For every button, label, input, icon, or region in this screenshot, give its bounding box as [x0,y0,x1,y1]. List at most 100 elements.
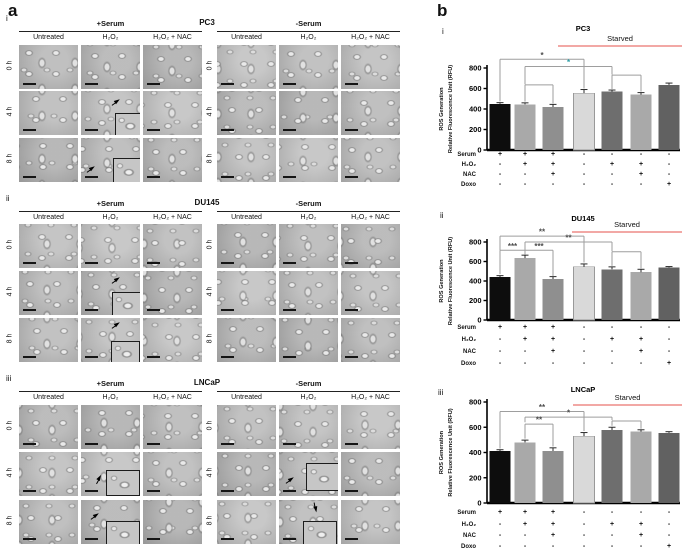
scale-bar [283,176,296,178]
treatment-sign: - [668,348,671,355]
significance-stars: ** [539,228,546,237]
micrograph-tile [279,138,338,182]
scale-bar [221,309,234,311]
scale-bar [85,490,98,492]
treatment-sign: + [523,521,527,528]
micrograph-tile [143,271,202,315]
treatment-sign: - [583,521,586,528]
micrograph-tile [279,45,338,89]
time-row-label: 0 h [6,239,14,250]
micrograph-tile [143,500,202,544]
treatment-sign: - [499,336,502,343]
treatment-sign: - [499,161,502,168]
bar-serum [489,277,511,320]
treatment-row-label: Serum [457,510,476,516]
treatment-column-header: H₂O₂ + NAC [351,214,390,221]
treatment-sign: - [611,532,614,539]
significance-stars: * [540,51,544,60]
micrograph-tile [19,91,78,135]
inset-box [111,292,140,315]
time-row-label: 8 h [206,515,214,526]
treatment-sign: - [611,181,614,188]
micrograph-tile [217,405,276,449]
micrograph-tile [19,138,78,182]
treatment-sign: + [551,509,555,516]
treatment-sign: + [551,171,555,178]
serum-group-underline [217,211,400,212]
treatment-sign: + [639,348,643,355]
treatment-sign: - [524,348,527,355]
micrograph-tile [341,271,400,315]
bar-starved-doxo [658,267,680,320]
scale-bar [345,309,358,311]
time-row-label: 4 h [6,286,14,297]
y-tick-label: 800 [469,398,482,407]
arrow-icon [110,276,121,286]
micrograph-tile [217,91,276,135]
micrograph-tile [217,318,276,362]
bar-serum [489,103,511,150]
inset-box [115,113,140,135]
treatment-sign: - [552,543,555,550]
treatment-column-header: H₂O₂ [102,394,119,401]
chart-title: DU145 [571,214,594,223]
treatment-row-label: H₂O₂ [462,162,477,168]
scale-bar [221,538,234,540]
scale-bar [283,356,296,358]
treatment-sign: - [668,532,671,539]
bar-serum-h2o2 [514,442,536,503]
treatment-column-header: H₂O₂ [300,214,317,221]
treatment-sign: + [667,181,671,188]
scale-bar [345,490,358,492]
serum-group-header: -Serum [295,199,322,208]
time-row-label: 0 h [206,420,214,431]
micrograph-tile [19,452,78,496]
scale-bar [85,176,98,178]
block-numeral: ii [6,194,10,203]
panel-a-label: a [8,1,18,20]
treatment-row-label: NAC [463,349,477,355]
y-axis-label-line2: Relative Fluorescence Unit (RFU) [448,65,454,153]
micrograph-tile [279,224,338,268]
y-tick-label: 400 [469,448,482,457]
cell-line-title: PC3 [199,18,215,27]
treatment-sign: - [611,151,614,158]
treatment-sign: + [639,521,643,528]
treatment-row-label: NAC [463,172,477,178]
treatment-sign: + [551,324,555,331]
treatment-sign: - [524,532,527,539]
micrograph-tile [19,224,78,268]
treatment-sign: + [667,360,671,367]
treatment-sign: - [668,336,671,343]
micrograph-tile [341,45,400,89]
block-numeral: iii [6,374,12,383]
treatment-sign: + [498,509,502,516]
micrograph-tile [279,271,338,315]
micrograph-tile [217,452,276,496]
scale-bar [23,83,36,85]
cell-line-title: DU145 [194,198,220,207]
scale-bar [345,83,358,85]
arrow-icon [110,321,121,331]
bar-serum [489,451,511,503]
scale-bar [147,538,160,540]
treatment-row-label: Doxo [461,544,476,550]
scale-bar [23,309,36,311]
scale-bar [85,538,98,540]
treatment-sign: + [551,151,555,158]
treatment-column-header: Untreated [231,394,262,401]
treatment-sign: - [524,171,527,178]
bar-serum-h2o2-nac [542,450,564,503]
scale-bar [147,309,160,311]
micrograph-tile [341,318,400,362]
treatment-sign: - [583,161,586,168]
starved-label: Starved [607,34,633,43]
treatment-sign: + [639,532,643,539]
treatment-sign: - [668,324,671,331]
treatment-sign: - [552,360,555,367]
micrograph-tile [279,318,338,362]
micrograph-tile [341,138,400,182]
arrow-icon [94,474,103,485]
bar-serum-h2o2 [514,258,536,320]
time-row-label: 8 h [206,333,214,344]
